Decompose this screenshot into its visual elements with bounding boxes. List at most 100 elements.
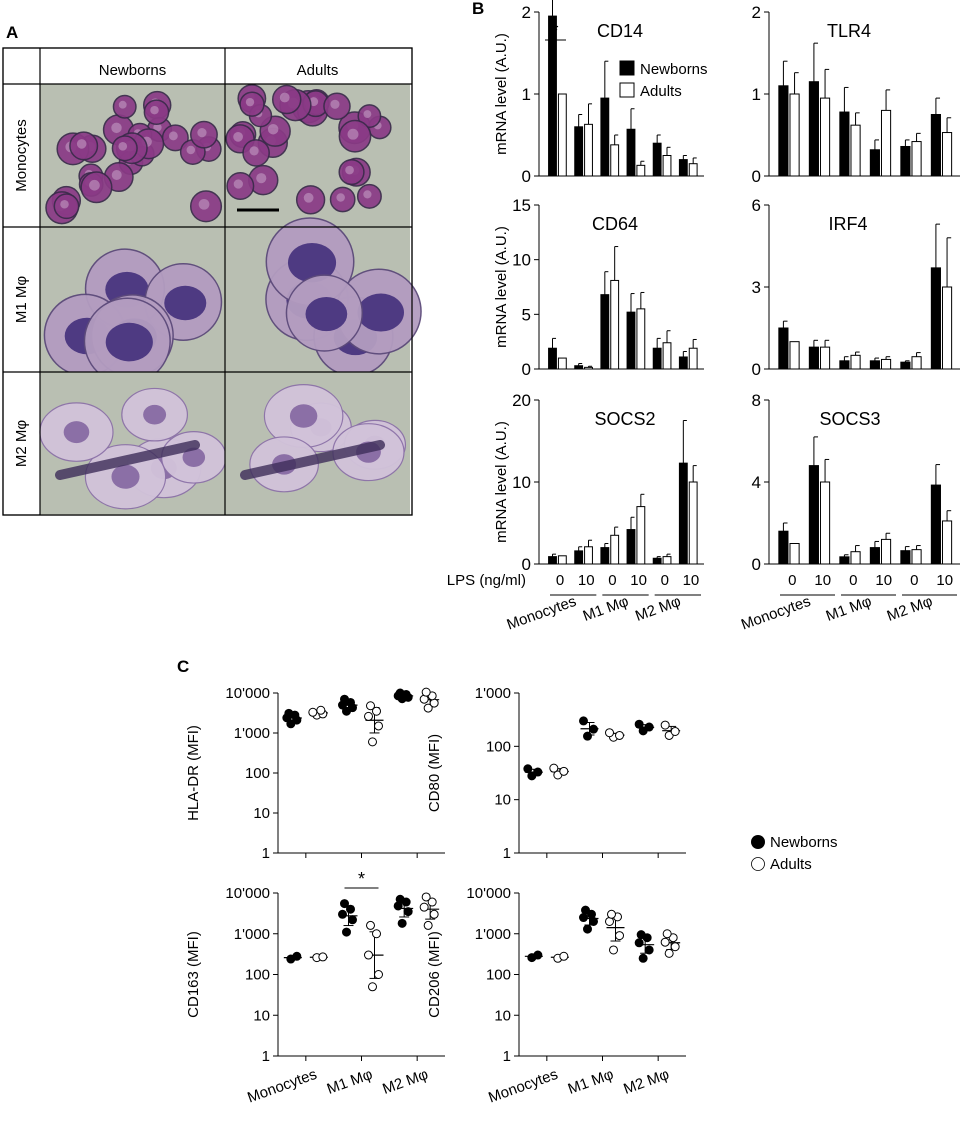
data-point-adults [605, 728, 614, 738]
lps-dose-label: 0 [788, 572, 796, 589]
macrophage-nucleus [105, 322, 153, 362]
legend-adults-label: Adults [640, 83, 682, 100]
data-point-adults [419, 902, 429, 912]
category-label: M1 Mφ [566, 1066, 616, 1098]
cell-highlight [336, 193, 345, 202]
chart-title: CD64 [592, 214, 638, 234]
data-point-newborns [589, 724, 598, 734]
group-label: M1 Mφ [581, 593, 631, 625]
y-tick-label: 10 [253, 1007, 270, 1024]
data-point-newborns [587, 909, 596, 919]
y-tick-label: 100 [245, 765, 270, 782]
bar-adults [911, 141, 922, 177]
cell-highlight [197, 128, 207, 138]
data-point-newborns [583, 924, 592, 934]
cell-highlight [249, 146, 259, 156]
data-point-newborns [634, 719, 644, 729]
lps-dose-label: 0 [849, 572, 857, 589]
micrograph-cell [225, 217, 422, 377]
cell-highlight [89, 179, 100, 191]
cell-highlight [150, 105, 159, 115]
y-tick-label: 10 [253, 805, 270, 822]
y-axis-label: mRNA level (A.U.) [493, 421, 510, 543]
bar-adults [688, 347, 698, 370]
data-point-newborns [579, 913, 588, 923]
bar-chart-socs3: 0 4 8 SOCS3 [752, 391, 960, 574]
bar-newborns [900, 145, 911, 177]
data-point-adults [607, 909, 616, 919]
bar-adults [911, 356, 922, 370]
lps-dose-label: 0 [556, 572, 564, 589]
y-tick-label: 1'000 [234, 725, 270, 742]
y-tick-label: 10 [494, 792, 511, 809]
bar-adults [941, 286, 953, 370]
data-point-adults [364, 950, 373, 960]
bar-newborns [626, 529, 636, 565]
lps-dose-label: 0 [608, 572, 616, 589]
bar-adults [610, 279, 620, 370]
data-point-newborns [638, 953, 648, 963]
bar-newborns [652, 142, 662, 177]
cell-highlight [303, 192, 314, 203]
bar-newborns [869, 149, 880, 177]
data-point-adults [429, 698, 439, 708]
bar-newborns [626, 311, 636, 370]
legend-adults-swatch [619, 82, 635, 98]
y-tick-label: 10'000 [225, 685, 270, 702]
macrophage-nucleus [182, 447, 206, 467]
bar-newborns [652, 557, 662, 565]
scatter-chart-2: 1 10 100 1'000 10'000 CD163 (MFI) * Monocytes M1… [185, 869, 445, 1107]
significance-star: * [551, 21, 558, 41]
cell-highlight [267, 123, 279, 135]
bar-adults [880, 358, 892, 370]
bar-newborns [548, 347, 557, 370]
data-point-newborns [338, 909, 347, 919]
bar-newborns [839, 556, 850, 565]
scatter-chart-3: 1 10 100 1'000 10'000 CD206 (MFI) Monocytes M1 … [426, 885, 686, 1107]
category-label: M1 Mφ [325, 1066, 375, 1098]
bar-adults [636, 308, 646, 370]
data-point-newborns [644, 945, 654, 955]
data-point-adults [429, 909, 439, 919]
data-point-adults [664, 948, 674, 958]
lps-dose-label: 0 [910, 572, 918, 589]
bar-adults [584, 546, 593, 565]
micrograph-cell [225, 372, 410, 515]
y-tick-label: 0 [752, 555, 761, 574]
bar-newborns [839, 360, 850, 370]
bar-newborns [574, 365, 584, 370]
bar-newborns [600, 547, 610, 565]
y-tick-label: 10 [512, 473, 531, 492]
chart-title: CD14 [597, 21, 643, 41]
data-point-newborns [581, 905, 590, 915]
data-point-adults [423, 920, 433, 930]
data-point-newborns [340, 694, 349, 704]
data-point-adults [427, 897, 437, 907]
bar-adults [819, 481, 831, 565]
category-label: M2 Mφ [380, 1066, 430, 1098]
macrophage-nucleus [287, 243, 337, 283]
group-label: Monocytes [505, 593, 579, 634]
y-tick-label: 2 [752, 3, 761, 22]
bar-newborns [574, 126, 584, 177]
bar-adults [557, 93, 567, 177]
cell-highlight [363, 110, 372, 118]
y-tick-label: 1'000 [234, 926, 270, 943]
bar-newborns [930, 267, 941, 370]
lps-dose-label: 0 [661, 572, 669, 589]
lps-dose-label: 10 [814, 572, 831, 589]
bar-chart-tlr4: 0 1 2 TLR4 [752, 3, 960, 186]
y-tick-label: 10 [494, 1007, 511, 1024]
bar-adults [662, 155, 672, 177]
y-axis-label: CD163 (MFI) [185, 931, 202, 1018]
data-point-newborns [340, 899, 349, 909]
y-tick-label: 100 [245, 967, 270, 984]
data-point-adults [549, 763, 559, 773]
macrophage-nucleus [143, 404, 167, 425]
y-tick-label: 1 [503, 1048, 511, 1065]
legend-newborns-marker [751, 835, 765, 849]
scatter-chart-0: 1 10 100 1'000 10'000 HLA-DR (MFI) [185, 685, 445, 862]
panel-c-legend: Newborns Adults [751, 834, 838, 873]
legend-adults-marker [751, 857, 765, 871]
bar-newborns [808, 81, 819, 177]
